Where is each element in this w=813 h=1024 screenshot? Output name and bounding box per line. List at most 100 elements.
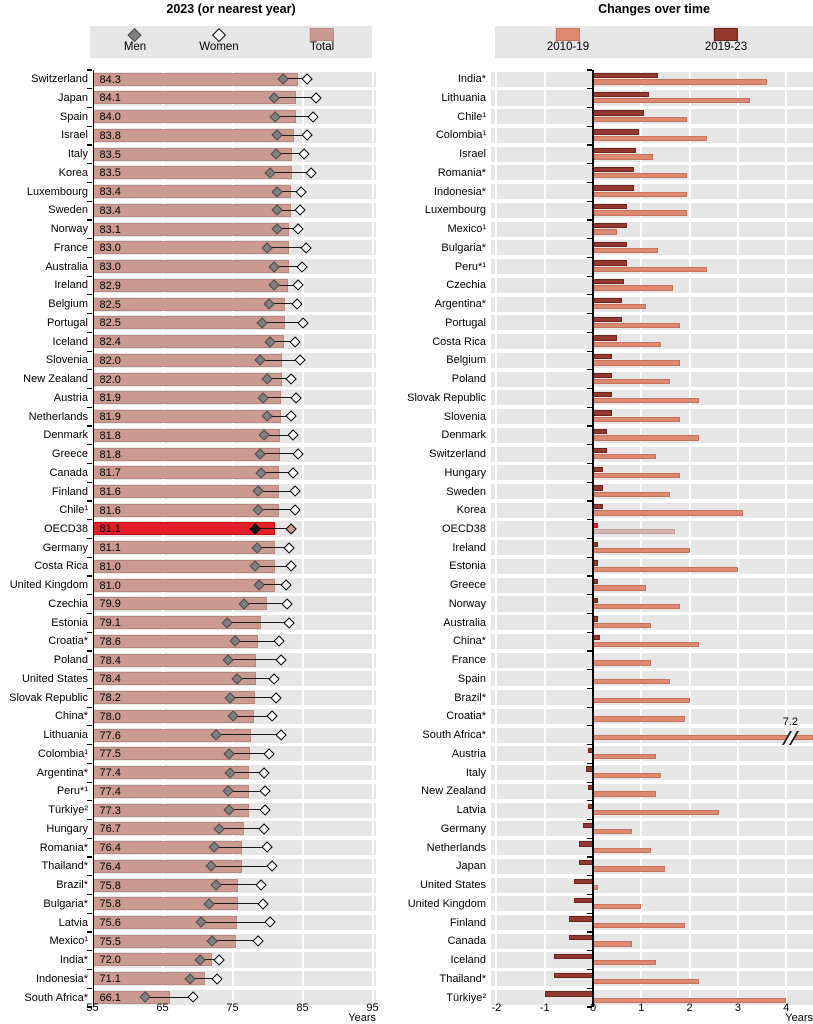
axis-tick [87,313,93,315]
country-label: New Zealand [23,373,88,386]
total-bar: 84.1 [92,91,297,105]
change-bar-2019-23 [593,91,649,98]
axis-tick [87,369,93,371]
country-label: Germany [440,822,486,835]
left-chart-title: 2023 (or nearest year) [166,2,296,16]
change-bar-2010-19 [593,416,680,422]
right-chart-title: Changes over time [598,2,710,16]
value-label: 81.6 [99,485,121,498]
total-bar: 71.1 [92,972,206,986]
value-label: 82.0 [99,354,121,367]
value-label: 81.9 [99,411,121,424]
change-bar-2019-23 [578,841,593,847]
total-bar: 83.0 [92,241,289,255]
value-label: 82.4 [99,336,121,349]
right-plot-area: 7.2 [491,69,813,1008]
total-bar: 78.2 [92,691,255,705]
axis-tick [587,631,593,633]
axis-tick [587,537,593,540]
total-bar: 81.6 [92,484,279,498]
row-band [491,821,813,837]
value-label: 76.4 [99,842,121,855]
men-women-line [212,940,258,942]
axis-tick [87,519,93,521]
axis-tick [587,706,593,708]
axis-tick [87,537,93,540]
x-tick-label: 0 [589,1002,597,1014]
country-label: Latvia [58,916,88,929]
axis-tick [87,875,93,877]
country-label: Poland [451,373,486,386]
total-bar: 81.0 [92,559,275,573]
axis-tick [87,556,93,558]
country-label: United States [419,879,486,892]
row-band [491,483,813,500]
value-label: 81.0 [99,579,121,592]
gridline [688,70,691,1007]
axis-tick [587,238,593,240]
country-label: Germany [42,541,88,554]
country-label: Sweden [48,204,88,217]
row-band [491,315,813,331]
axis-tick [87,819,93,821]
row-band [491,671,813,687]
value-label: 81.8 [99,429,121,442]
men-women-line [282,78,308,80]
total-bar: 82.4 [92,335,285,349]
gridline [231,70,234,1007]
value-label: 81.6 [99,504,121,517]
women-diamond-icon [212,27,226,42]
change-bar-2019-23 [568,916,593,922]
axis-tick [587,294,593,296]
change-bar-2019-23 [593,466,603,472]
change-bar-2010-19 [593,247,659,254]
axis-tick [87,1006,93,1008]
bar-2019-23-swatch [714,28,738,41]
row-band [491,184,813,200]
value-label: 77.4 [99,767,121,780]
axis-tick [587,313,593,315]
change-bar-2010-19 [593,285,673,291]
men-women-line [209,903,263,904]
country-label: Finland [449,916,486,929]
value-label: 83.4 [99,204,121,217]
legend-item-2010-19: 2010-19 [547,28,589,54]
axis-tick [87,725,93,727]
men-women-line [235,640,279,642]
country-label: Costa Rica [34,560,88,573]
total-bar: 77.3 [92,803,249,817]
axis-tick [87,144,93,146]
axis-tick [87,256,93,258]
value-label: 79.1 [99,617,121,630]
country-label: Canada [49,466,88,479]
change-bar-2019-23 [593,391,613,397]
axis-tick [587,612,593,615]
change-bar-2019-23 [593,447,608,454]
value-label: 77.3 [99,804,121,817]
axis-tick [587,181,593,184]
men-women-line [257,509,296,511]
country-label: Japan [58,91,88,104]
men-women-line [257,546,290,548]
value-label: 75.5 [99,935,121,948]
value-label: 77.5 [99,748,121,761]
axis-tick [87,481,93,483]
change-bar-2010-19 [593,847,651,853]
total-bar: 82.9 [92,278,288,292]
country-label: China* [54,710,88,723]
axis-tick [87,575,93,577]
x-tick-label: 4 [783,1002,790,1014]
axis-tick [587,200,593,202]
total-bar: 83.5 [92,166,292,180]
axis-tick [87,594,93,596]
axis-tick [587,725,593,727]
row-band [491,221,813,237]
total-bar: 82.0 [92,353,282,367]
gridline [543,70,546,1007]
country-label: Slovenia [45,354,88,367]
country-label: Slovenia [443,410,486,423]
value-label: 81.9 [99,392,121,405]
total-bar: 81.1 [92,541,276,555]
x-tick-label: 3 [734,1002,741,1014]
country-label: Romania* [39,841,88,854]
